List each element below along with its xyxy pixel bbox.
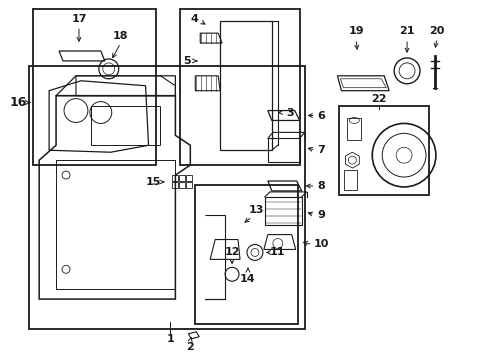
- Bar: [264, 197, 301, 225]
- Text: 22: 22: [371, 94, 386, 104]
- Bar: [179, 182, 185, 188]
- Text: 17: 17: [71, 14, 86, 24]
- Bar: [195, 185, 297, 324]
- Text: 3: 3: [285, 108, 293, 117]
- Bar: [346, 118, 361, 140]
- Text: 16: 16: [10, 96, 27, 109]
- Text: 12: 12: [224, 247, 239, 257]
- Bar: [267, 138, 299, 162]
- Text: 6: 6: [317, 111, 325, 121]
- Text: 1: 1: [166, 334, 174, 344]
- Bar: [344, 170, 357, 190]
- Text: 7: 7: [317, 145, 325, 155]
- Text: 14: 14: [240, 274, 255, 284]
- Text: 13: 13: [248, 205, 263, 215]
- Bar: [172, 182, 178, 188]
- Text: 4: 4: [190, 14, 198, 24]
- Text: 18: 18: [113, 31, 128, 41]
- Text: 5: 5: [183, 56, 191, 66]
- Text: 2: 2: [186, 342, 194, 352]
- Bar: [33, 9, 155, 165]
- Bar: [179, 175, 185, 181]
- Text: 9: 9: [317, 210, 325, 220]
- Text: 10: 10: [313, 239, 328, 249]
- Text: 11: 11: [269, 247, 285, 257]
- Bar: [186, 182, 192, 188]
- Text: 15: 15: [145, 177, 161, 187]
- Text: 21: 21: [399, 26, 414, 36]
- Bar: [180, 9, 299, 165]
- Text: 19: 19: [348, 26, 364, 36]
- Bar: [186, 175, 192, 181]
- Bar: [220, 21, 271, 150]
- Text: 20: 20: [428, 26, 444, 36]
- Bar: [172, 175, 178, 181]
- Bar: [339, 105, 428, 195]
- Text: 8: 8: [317, 181, 325, 191]
- Bar: [29, 66, 304, 329]
